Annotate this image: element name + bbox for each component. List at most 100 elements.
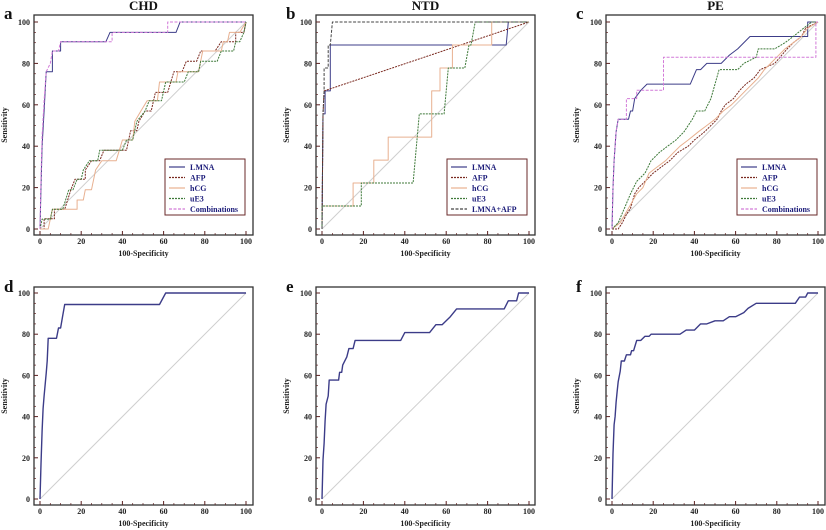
y-tick-label: 100 <box>590 289 602 298</box>
y-axis-label: Sensitivity <box>0 378 9 414</box>
x-tick-label: 100 <box>812 237 824 246</box>
roc-curve-lmna-afp <box>321 21 529 230</box>
roc-curve-ue3 <box>321 21 529 229</box>
legend-entry: uE3 <box>190 195 204 204</box>
x-tick-label: 80 <box>484 237 492 246</box>
x-axis-label: 100-Specificity <box>690 519 740 528</box>
legend-box <box>164 158 246 216</box>
legend-box <box>446 158 528 216</box>
legend-entry: hCG <box>190 184 206 193</box>
roc-curve-roc <box>39 292 246 500</box>
y-tick-label: 100 <box>18 289 30 298</box>
x-tick-label: 0 <box>38 237 42 246</box>
panel-label: e <box>286 277 294 296</box>
x-tick-label: 80 <box>201 237 209 246</box>
x-axis-label: 100-Specificity <box>400 249 450 258</box>
x-axis-label: 100-Specificity <box>118 249 168 258</box>
roc-curve-roc <box>321 292 529 500</box>
panel-d: d 0 20 40 60 80 100 0 20 40 60 80 100 100-Specificity… <box>0 277 254 528</box>
y-tick-label: 100 <box>18 18 30 27</box>
y-axis-label: Sensitivity <box>572 107 581 143</box>
y-tick-label: 0 <box>598 495 602 504</box>
x-tick-label: 20 <box>77 237 85 246</box>
reference-diagonal <box>611 21 819 230</box>
panel-label: b <box>286 4 295 23</box>
y-tick-label: 60 <box>594 101 602 110</box>
y-tick-label: 40 <box>22 142 30 151</box>
legend-box <box>736 158 818 216</box>
x-tick-label: 0 <box>610 237 614 246</box>
y-tick-label: 80 <box>594 330 602 339</box>
x-tick-label: 60 <box>732 507 740 516</box>
y-axis-label: Sensitivity <box>282 107 291 143</box>
x-tick-label: 60 <box>732 237 740 246</box>
y-tick-label: 80 <box>304 330 312 339</box>
x-axis-label: 100-Specificity <box>400 519 450 528</box>
y-tick-label: 80 <box>304 59 312 68</box>
legend-entry: AFP <box>472 174 488 183</box>
roc-curve-combinations <box>39 21 246 230</box>
panel-title: PE <box>707 0 724 13</box>
roc-curve-ue3 <box>611 21 818 230</box>
x-tick-label: 20 <box>649 237 657 246</box>
legend-entry: AFP <box>762 174 778 183</box>
panel-b: b NTD 0 20 40 60 80 100 0 20 40 60 80 100 100-Specific… <box>282 0 536 258</box>
legend-entry: LMNA <box>190 163 215 172</box>
x-tick-label: 40 <box>690 507 698 516</box>
panel-title: NTD <box>412 0 439 13</box>
panel-title: CHD <box>129 0 158 13</box>
x-tick-label: 0 <box>320 507 324 516</box>
y-tick-label: 40 <box>594 413 602 422</box>
x-tick-label: 40 <box>118 237 126 246</box>
panel-f: f 0 20 40 60 80 100 0 20 40 60 80 100 100-Specificity… <box>572 277 826 528</box>
legend-entry: hCG <box>762 184 778 193</box>
y-tick-label: 0 <box>308 225 312 234</box>
roc-curve-ue3 <box>39 21 247 230</box>
y-tick-label: 100 <box>300 18 312 27</box>
x-tick-label: 20 <box>359 237 367 246</box>
y-tick-label: 60 <box>22 371 30 380</box>
legend-entry: Combinations <box>190 205 238 214</box>
y-tick-label: 20 <box>22 454 30 463</box>
legend-entry: LMNA <box>472 163 497 172</box>
y-tick-label: 80 <box>594 59 602 68</box>
x-tick-label: 20 <box>359 507 367 516</box>
roc-curve-combinations <box>611 21 818 230</box>
roc-curve-hcg <box>40 21 247 230</box>
legend-entry: hCG <box>472 184 488 193</box>
panel-a: a CHD 0 20 40 60 80 100 0 20 40 60 80 100 100-Specific… <box>0 0 254 258</box>
y-tick-label: 0 <box>26 495 30 504</box>
reference-diagonal <box>321 292 530 500</box>
y-axis-label: Sensitivity <box>572 378 581 414</box>
y-tick-label: 60 <box>594 371 602 380</box>
y-tick-label: 0 <box>598 225 602 234</box>
x-tick-label: 0 <box>610 507 614 516</box>
y-tick-label: 100 <box>300 289 312 298</box>
x-tick-label: 80 <box>201 507 209 516</box>
x-tick-label: 0 <box>38 507 42 516</box>
y-tick-label: 40 <box>22 413 30 422</box>
panel-label: d <box>4 277 14 296</box>
legend-entry: AFP <box>190 174 206 183</box>
y-axis-label: Sensitivity <box>0 107 9 143</box>
y-tick-label: 40 <box>304 142 312 151</box>
x-tick-label: 100 <box>812 507 824 516</box>
x-tick-label: 20 <box>77 507 85 516</box>
reference-diagonal <box>321 21 530 230</box>
y-tick-label: 80 <box>22 330 30 339</box>
y-tick-label: 20 <box>594 184 602 193</box>
roc-curve-afp <box>612 21 819 230</box>
y-tick-label: 0 <box>308 495 312 504</box>
y-tick-label: 60 <box>22 101 30 110</box>
x-tick-label: 20 <box>649 507 657 516</box>
panel-label: a <box>4 4 13 23</box>
legend-entry: uE3 <box>762 195 776 204</box>
y-tick-label: 20 <box>304 184 312 193</box>
panel-e: e 0 20 40 60 80 100 0 20 40 60 80 100 100-Specificity… <box>282 277 536 528</box>
x-tick-label: 100 <box>523 237 535 246</box>
legend-entry: uE3 <box>472 195 486 204</box>
